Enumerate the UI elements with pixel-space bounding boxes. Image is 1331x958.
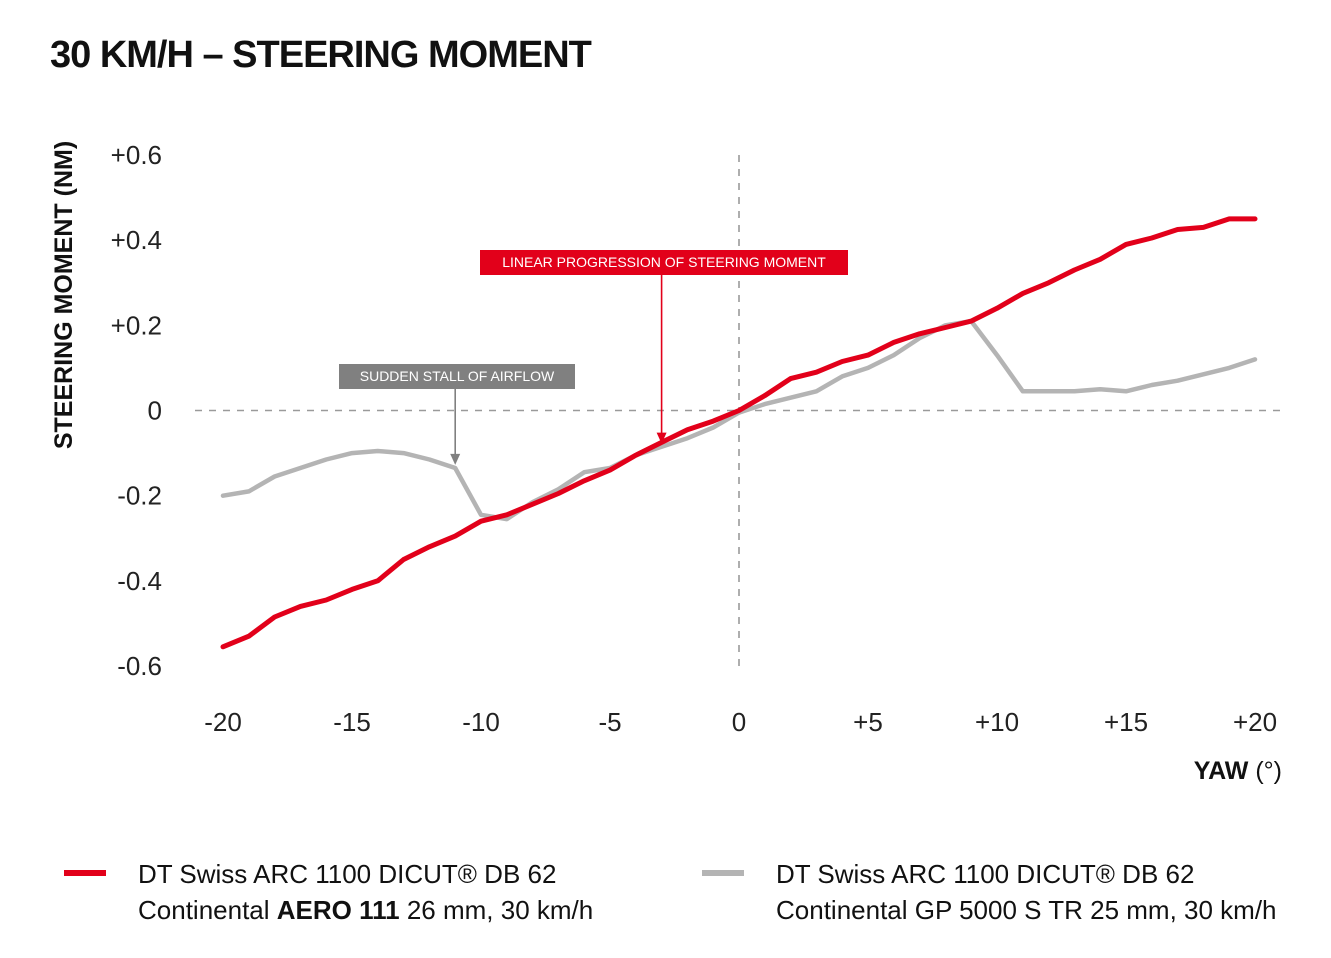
x-tick-label: +10 [975,707,1019,737]
steering-moment-chart: +0.6 +0.4 +0.2 0 -0.2 -0.4 -0.6 -20 -15 -10 -5 0 +5… [50,140,1285,785]
legend-line-1: DT Swiss ARC 1100 DICUT® DB 62 [138,859,557,889]
annotations: SUDDEN STALL OF AIRFLOW LINEAR PROGRESSIO… [339,250,848,465]
legend-label: DT Swiss ARC 1100 DICUT® DB 62 Continent… [138,856,593,928]
annotation-text: LINEAR PROGRESSION OF STEERING MOMENT [502,254,826,270]
annotation-sudden-stall: SUDDEN STALL OF AIRFLOW [339,364,575,465]
series-lines [220,216,1258,650]
y-tick-label: -0.6 [117,651,162,681]
legend-line-2-end: 26 mm, 30 km/h [399,895,594,925]
chart-title: 30 KM/H – STEERING MOMENT [50,34,592,76]
x-axis-title-text: YAW [1194,757,1249,785]
annotation-text: SUDDEN STALL OF AIRFLOW [360,368,555,384]
y-tick-label: -0.2 [117,481,162,511]
series-line-aero-111 [220,216,1258,650]
y-tick-label: +0.2 [111,310,162,340]
legend-line-2-start: Continental [138,895,277,925]
series-line-gp-5000 [220,318,1258,522]
legend-swatch-gray [702,870,744,876]
legend-swatch-red [64,870,106,876]
y-tick-label: 0 [148,396,162,426]
legend-line-2-bold: AERO 111 [276,895,400,925]
x-tick-label: +15 [1104,707,1148,737]
annotation-arrow-head [450,453,461,465]
x-tick-label: 0 [732,707,746,737]
y-tick-label: -0.4 [117,566,162,596]
legend-label: DT Swiss ARC 1100 DICUT® DB 62 Continent… [776,856,1277,928]
x-axis-unit: (°) [1255,757,1282,785]
x-tick-label: +20 [1233,707,1277,737]
legend-line-2: Continental GP 5000 S TR 25 mm, 30 km/h [776,895,1277,925]
y-tick-labels: +0.6 +0.4 +0.2 0 -0.2 -0.4 -0.6 [111,140,162,681]
y-tick-label: +0.4 [111,225,162,255]
x-tick-label: -10 [462,707,500,737]
legend-line-1: DT Swiss ARC 1100 DICUT® DB 62 [776,859,1195,889]
y-tick-label: +0.6 [111,140,162,170]
annotation-arrow-head [656,432,667,444]
x-tick-label: -5 [598,707,621,737]
x-tick-label: -20 [204,707,242,737]
annotation-box [480,250,848,275]
annotation-linear-progression: LINEAR PROGRESSION OF STEERING MOMENT [480,250,848,444]
x-tick-label: -15 [333,707,371,737]
x-axis-title: YAW (°) [1194,757,1282,785]
legend-line-2: Continental AERO 111 26 mm, 30 km/h [138,892,593,928]
x-tick-labels: -20 -15 -10 -5 0 +5 +10 +15 +20 [204,707,1277,737]
annotation-box [339,364,575,389]
x-tick-label: +5 [853,707,883,737]
y-axis-title: STEERING MOMENT (NM) [50,141,78,449]
